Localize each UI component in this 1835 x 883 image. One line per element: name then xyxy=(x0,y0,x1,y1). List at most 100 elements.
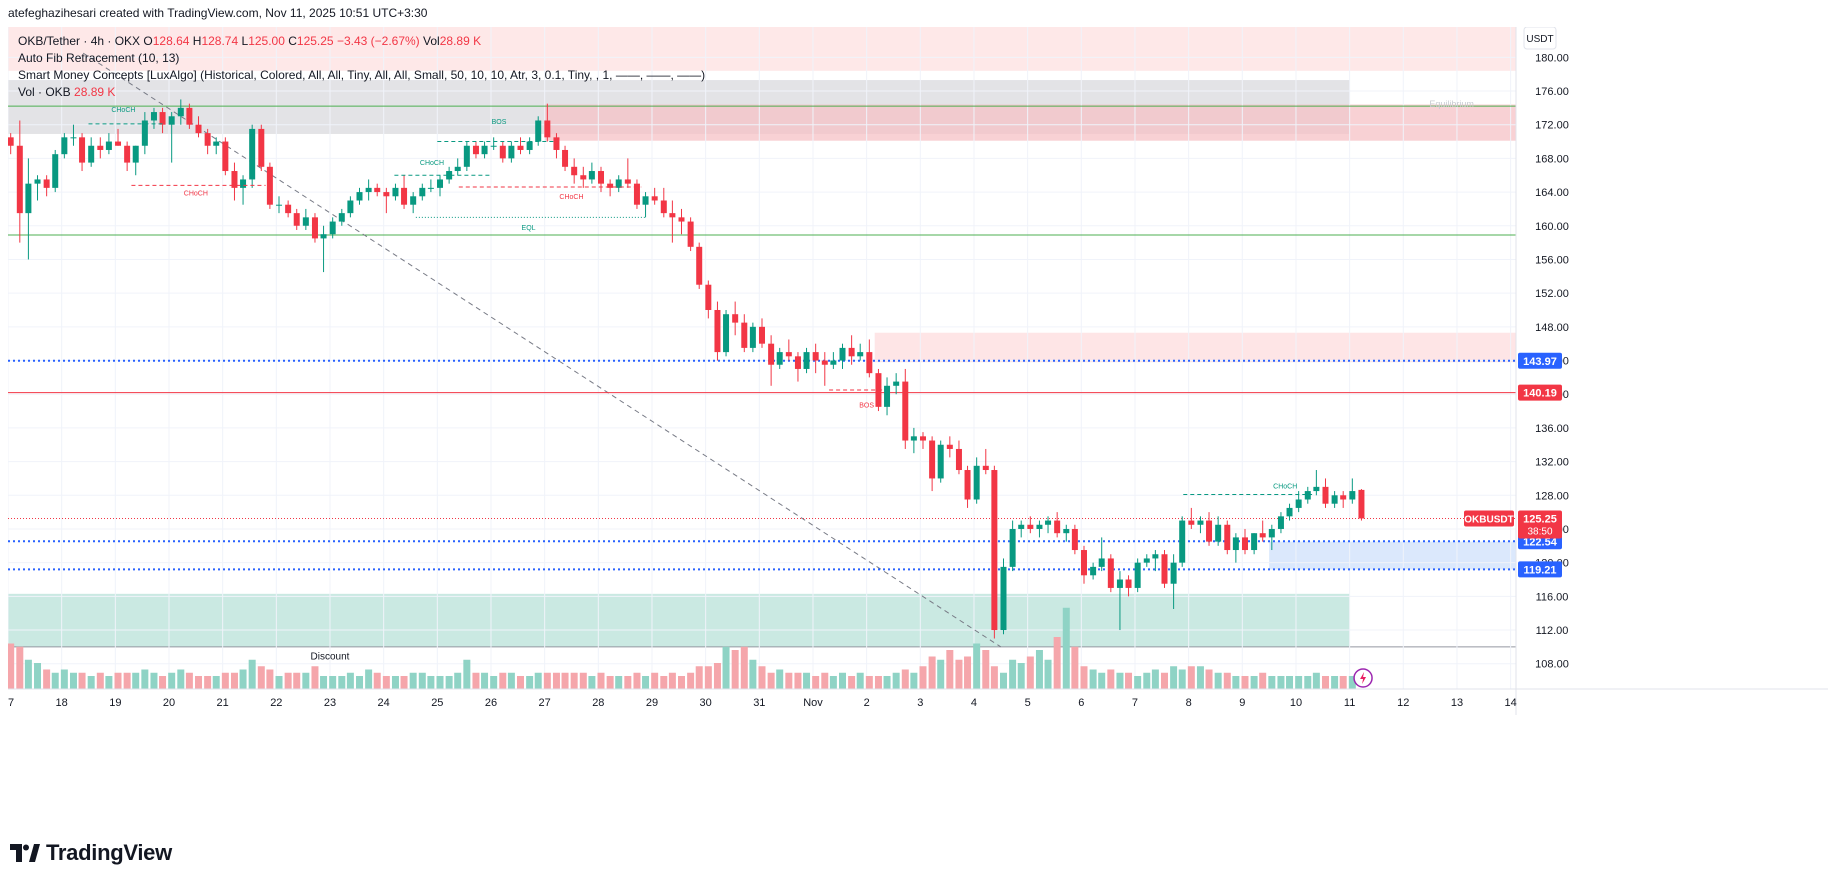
price-tick-label: 172.00 xyxy=(1535,120,1569,132)
zone-label-equilibrium: Equilibrium xyxy=(1429,99,1474,109)
candle-body xyxy=(150,112,157,121)
candle-body xyxy=(338,213,345,222)
price-badge-119.21[interactable] xyxy=(1518,561,1562,578)
volume-bar xyxy=(534,672,542,689)
volume-bar xyxy=(338,676,346,689)
volume-bar xyxy=(418,672,426,689)
volume-bar xyxy=(195,676,203,689)
candle-body xyxy=(240,179,247,188)
candle-body xyxy=(105,141,112,150)
volume-bar xyxy=(794,672,802,689)
volume-bar xyxy=(221,672,229,689)
volume-bar xyxy=(1286,676,1294,689)
candle-body xyxy=(168,116,175,125)
candle-body xyxy=(1224,524,1231,551)
candle-body xyxy=(88,145,95,163)
volume-bar xyxy=(293,672,301,689)
time-tick-label: 10 xyxy=(1290,697,1302,709)
chart-frame[interactable]: CHoCH CHoCH BOS CHoCH CHoCH EQL BOS CHoCH Equili… xyxy=(8,27,1828,824)
candle-body xyxy=(642,196,649,205)
price-badge-text: 143.97 xyxy=(1523,356,1557,368)
price-tick-label: 180.00 xyxy=(1535,52,1569,64)
volume-bar xyxy=(668,672,676,689)
time-tick-label: 4 xyxy=(971,697,977,709)
volume-bar xyxy=(1125,672,1133,689)
volume-bar xyxy=(606,676,614,689)
candle-body xyxy=(1215,524,1222,542)
candle-body xyxy=(785,352,792,357)
candle-body xyxy=(392,187,399,197)
candle-body xyxy=(1188,520,1195,525)
candle-body xyxy=(633,183,640,205)
volume-bar xyxy=(1250,676,1258,689)
tradingview-logo[interactable]: TradingView xyxy=(10,840,172,866)
volume-bar xyxy=(829,676,837,689)
tradingview-logo-text: TradingView xyxy=(46,840,172,865)
volume-bar xyxy=(177,669,185,689)
price-badge-143.97[interactable] xyxy=(1518,352,1562,369)
volume-bar xyxy=(570,672,578,689)
structure-label-choch: CHoCH xyxy=(559,194,583,201)
volume-bar xyxy=(346,672,354,689)
candle-body xyxy=(427,187,434,189)
price-tick-label: 156.00 xyxy=(1535,254,1569,266)
volume-bar xyxy=(660,676,668,689)
candle-body xyxy=(741,322,748,348)
candle-body xyxy=(1313,486,1320,492)
price-badge-text: 140.19 xyxy=(1523,388,1557,400)
candle-body xyxy=(803,352,810,369)
candle-body xyxy=(1000,566,1007,631)
symbol-badge[interactable] xyxy=(1464,510,1514,527)
candle-body xyxy=(231,171,238,188)
volume-bar xyxy=(785,672,793,689)
volume-bar xyxy=(615,676,623,689)
candle-body xyxy=(481,145,488,155)
volume-bar xyxy=(597,672,605,689)
volume-bar xyxy=(883,676,891,689)
tradingview-logo-icon xyxy=(10,844,40,862)
candle-body xyxy=(615,179,622,188)
candle-body xyxy=(410,196,417,205)
main-chart[interactable]: CHoCH CHoCH BOS CHoCH CHoCH EQL BOS CHoCH Equili… xyxy=(8,27,1828,824)
time-tick-label: 22 xyxy=(270,697,282,709)
volume-bar xyxy=(865,676,873,689)
volume-bar xyxy=(1223,672,1231,689)
candle-body xyxy=(401,187,408,205)
volume-bar xyxy=(1160,672,1168,689)
price-badge-140.19[interactable] xyxy=(1518,384,1562,401)
volume-bar xyxy=(409,672,417,689)
time-tick-label: 20 xyxy=(163,697,175,709)
candle-body xyxy=(893,381,900,386)
volume-bar xyxy=(856,672,864,689)
volume-bar xyxy=(159,676,167,689)
zone-supply xyxy=(874,332,1516,363)
volume-bar xyxy=(740,646,748,689)
volume-bar xyxy=(910,672,918,689)
volume-bar xyxy=(1268,676,1276,689)
candle-body xyxy=(419,187,426,197)
volume-bar xyxy=(472,672,480,689)
candle-body xyxy=(669,213,676,218)
candle-body xyxy=(293,213,300,226)
volume-bar xyxy=(266,669,274,689)
volume-bar xyxy=(60,669,68,689)
candle-body xyxy=(463,145,470,167)
candle-body xyxy=(285,204,292,214)
volume-bar xyxy=(123,672,131,689)
candle-body xyxy=(115,141,122,146)
candle-body xyxy=(1009,528,1016,567)
zone-discount xyxy=(8,593,1350,647)
current-price-badge[interactable] xyxy=(1518,510,1562,539)
volume-bar xyxy=(1170,666,1178,689)
volume-bar xyxy=(481,672,489,689)
candle-body xyxy=(25,183,32,214)
time-tick-label: 14 xyxy=(1505,697,1517,709)
volume-bar xyxy=(1277,676,1285,689)
price-tick-label: 148.00 xyxy=(1535,322,1569,334)
candle-body xyxy=(1170,562,1177,584)
volume-bar xyxy=(990,666,998,689)
price-axis[interactable] xyxy=(1516,27,1828,715)
currency-badge[interactable] xyxy=(1523,27,1557,50)
volume-bar xyxy=(821,672,829,689)
candle-body xyxy=(964,470,971,500)
